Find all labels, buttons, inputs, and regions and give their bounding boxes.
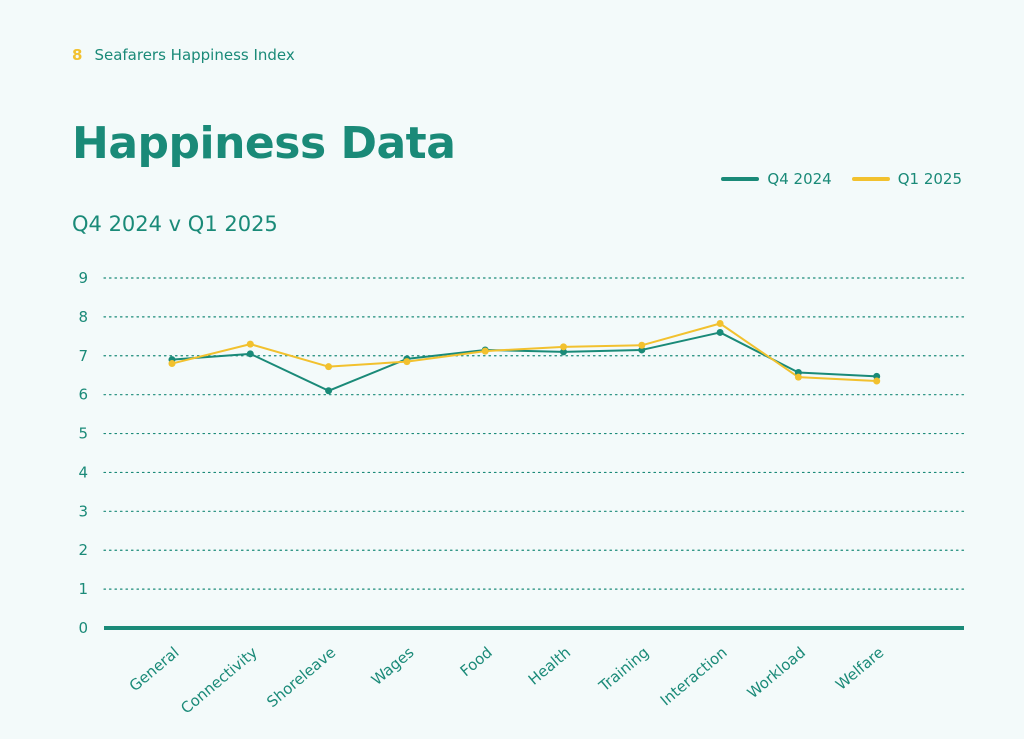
- data-point-q1-2025: [560, 343, 567, 351]
- chart-subtitle: Q4 2024 v Q1 2025: [72, 212, 278, 236]
- x-tick-label: Connectivity: [177, 643, 261, 717]
- legend-label-q1: Q1 2025: [897, 170, 962, 188]
- y-tick-label: 7: [78, 347, 88, 365]
- y-tick-label: 6: [78, 386, 88, 404]
- page-title: Happiness Data: [72, 118, 456, 169]
- report-name: Seafarers Happiness Index: [94, 46, 295, 64]
- x-tick-label: Training: [595, 643, 653, 695]
- y-tick-label: 5: [78, 425, 88, 443]
- data-point-q1-2025: [168, 360, 176, 368]
- legend-swatch-q4: [721, 177, 760, 181]
- x-tick-label: General: [126, 643, 183, 695]
- data-point-q1-2025: [873, 377, 881, 385]
- data-point-q4-2024: [716, 328, 724, 336]
- legend-label-q4: Q4 2024: [767, 170, 832, 188]
- data-point-q1-2025: [246, 340, 254, 348]
- y-tick-label: 9: [78, 269, 88, 287]
- page-header: 8 Seafarers Happiness Index: [72, 46, 295, 64]
- chart-legend: Q4 2024 Q1 2025: [721, 170, 962, 188]
- y-tick-label: 1: [78, 580, 88, 598]
- data-point-q1-2025: [716, 320, 724, 327]
- legend-item-q1: Q1 2025: [851, 170, 962, 188]
- data-point-q4-2024: [560, 348, 567, 356]
- data-point-q1-2025: [794, 373, 802, 381]
- x-tick-label: Shoreleave: [263, 643, 339, 711]
- data-point-q1-2025: [481, 347, 489, 355]
- data-point-q4-2024: [325, 387, 333, 395]
- series-line-q1-2025: [171, 322, 877, 383]
- y-tick-label: 0: [78, 619, 88, 637]
- data-point-q1-2025: [403, 358, 411, 366]
- legend-swatch-q1: [851, 177, 890, 181]
- y-tick-label: 4: [78, 463, 88, 481]
- x-tick-label: Workload: [744, 643, 809, 702]
- y-tick-label: 8: [78, 308, 88, 326]
- series-line-q4-2024: [171, 331, 877, 392]
- x-tick-label: Food: [457, 643, 496, 680]
- data-point-q1-2025: [638, 341, 646, 349]
- x-tick-label: Interaction: [657, 643, 731, 709]
- x-tick-label: Welfare: [832, 643, 887, 693]
- page-number: 8: [72, 46, 83, 64]
- y-tick-label: 3: [78, 502, 88, 520]
- data-point-q1-2025: [325, 363, 333, 371]
- legend-item-q4: Q4 2024: [721, 170, 832, 188]
- x-tick-label: Health: [525, 643, 574, 688]
- x-tick-label: Wages: [368, 643, 418, 689]
- data-point-q4-2024: [246, 350, 254, 358]
- y-tick-label: 2: [78, 541, 88, 559]
